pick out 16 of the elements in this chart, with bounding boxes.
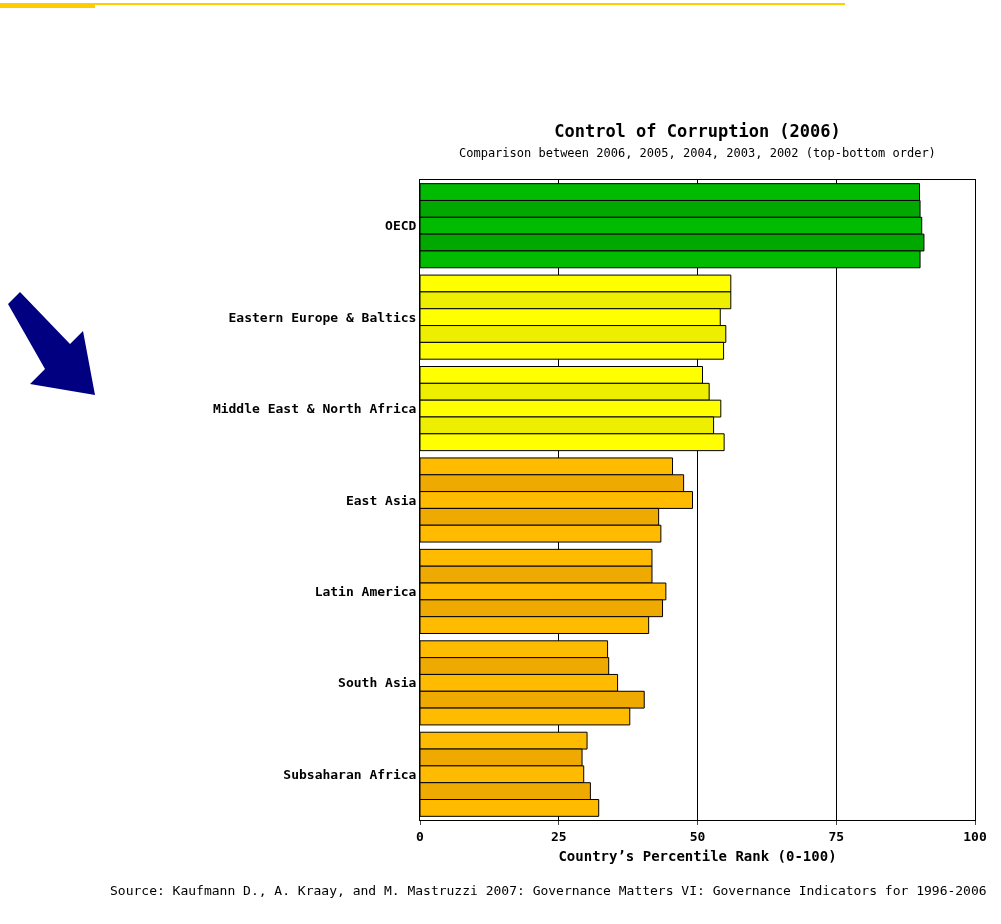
x-tick-label: 0 <box>416 828 425 844</box>
x-tick-label: 50 <box>689 828 706 844</box>
y-tick-label: East Asia <box>345 492 417 508</box>
chart-title: Control of Corruption (2006) <box>554 120 841 141</box>
y-tick-label: OECD <box>385 218 417 234</box>
y-tick-label: Subsaharan Africa <box>283 766 417 782</box>
y-tick-label: Latin America <box>314 583 417 599</box>
y-tick-label: Eastern Europe & Baltics <box>228 309 417 325</box>
x-tick-label: 100 <box>963 828 987 844</box>
x-tick-label: 75 <box>828 828 845 844</box>
source-note: Source: Kaufmann D., A. Kraay, and M. Mastruzzi 2007: Governance Matters VI: Governance Indicators for 1996-2006 <box>110 883 988 898</box>
y-tick-label: South Asia <box>338 675 417 691</box>
x-axis-title: Country’s Percentile Rank (0-100) <box>558 847 837 864</box>
chart-subtitle: Comparison between 2006, 2005, 2004, 2003, 2002 (top-bottom order) <box>459 146 936 160</box>
y-tick-label: Middle East & North Africa <box>212 401 417 417</box>
x-tick-label: 25 <box>550 828 567 844</box>
